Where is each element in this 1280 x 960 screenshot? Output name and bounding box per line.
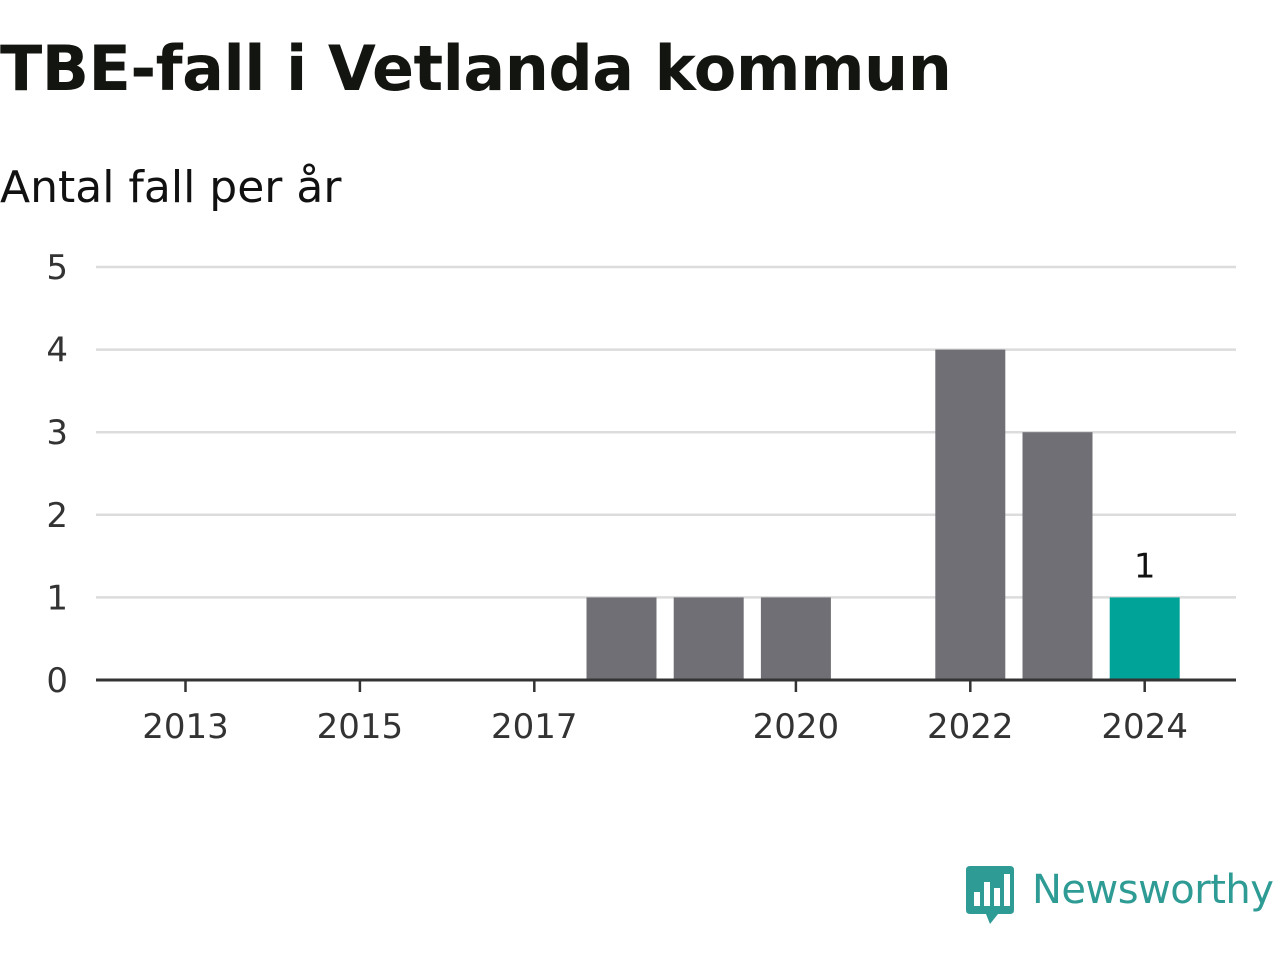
bar-2020 [760, 597, 831, 680]
chart-subtitle: Antal fall per år [0, 162, 342, 213]
bar-2018 [586, 597, 657, 680]
newsworthy-logo: Newsworthy [964, 864, 1274, 928]
bar-2019 [673, 597, 744, 680]
y-tick-label-0: 0 [46, 661, 68, 701]
chart-title: TBE-fall i Vetlanda kommun [0, 32, 952, 105]
newsworthy-logo-icon [966, 866, 1014, 924]
y-tick-label-5: 5 [46, 248, 68, 288]
x-tick-label-2024: 2024 [1101, 707, 1188, 747]
x-tick-label-2015: 2015 [317, 707, 404, 747]
x-tick-label-2013: 2013 [142, 707, 229, 747]
bar-2022 [935, 349, 1006, 680]
y-axis-ticks: 0 1 2 3 4 5 [46, 248, 68, 701]
bars [586, 349, 1180, 680]
y-tick-label-1: 1 [46, 578, 68, 618]
y-tick-label-3: 3 [46, 413, 68, 453]
logo-text: Newsworthy [1032, 867, 1274, 913]
data-label-2024: 1 [1134, 546, 1156, 586]
data-labels: 1 [1134, 546, 1156, 586]
bar-2024 [1109, 597, 1180, 680]
y-tick-label-4: 4 [46, 331, 68, 371]
x-tick-label-2020: 2020 [753, 707, 840, 747]
x-axis-ticks: 2013 2015 2017 2020 2022 2024 [142, 680, 1188, 747]
x-tick-label-2022: 2022 [927, 707, 1014, 747]
bar-2023 [1022, 432, 1093, 680]
x-tick-label-2017: 2017 [491, 707, 578, 747]
y-tick-label-2: 2 [46, 496, 68, 536]
